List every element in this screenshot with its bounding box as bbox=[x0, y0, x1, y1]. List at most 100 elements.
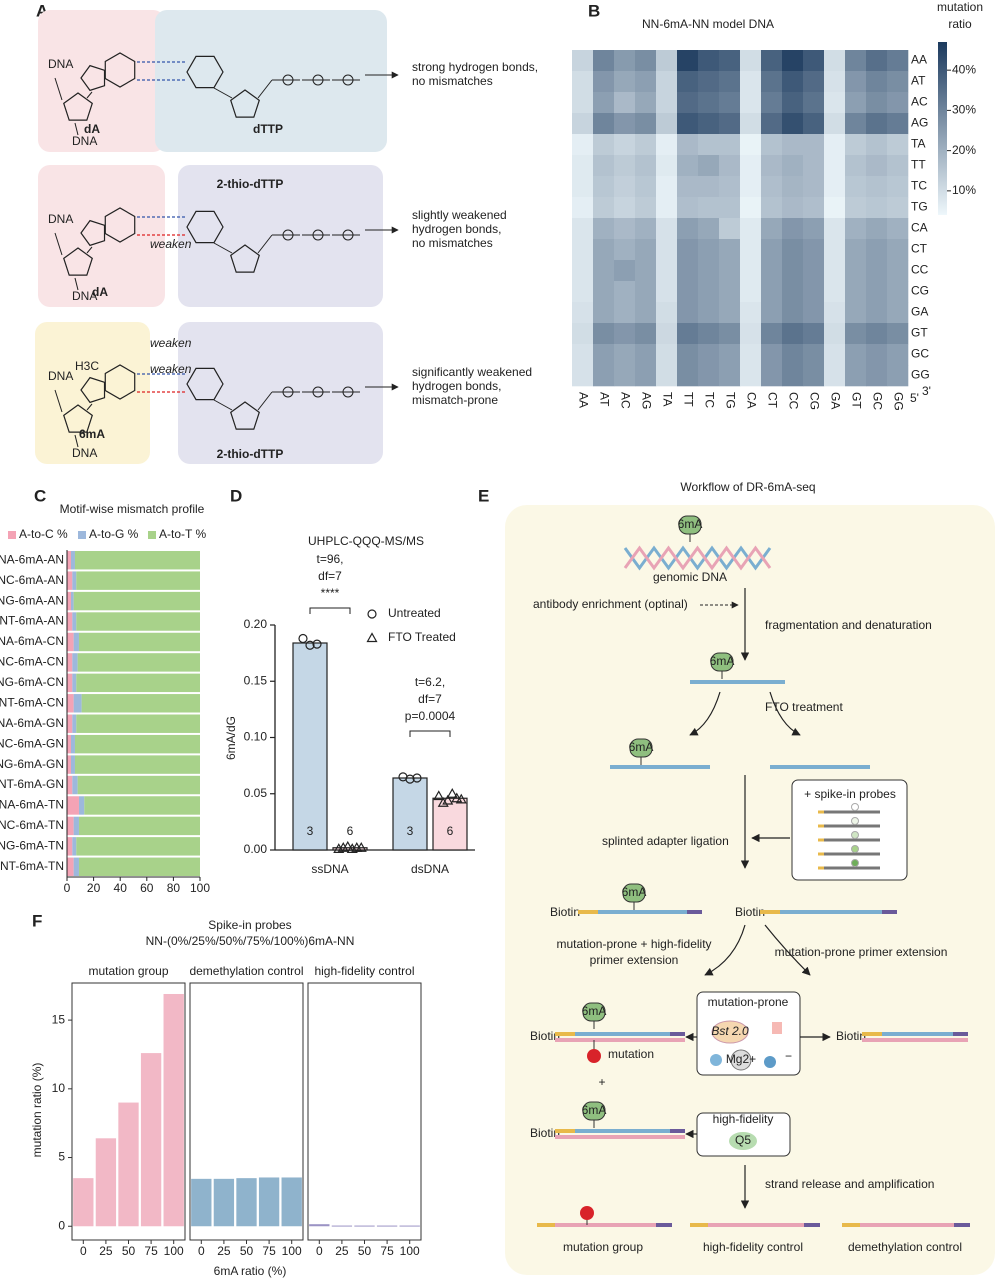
heatmap-cell bbox=[803, 239, 825, 261]
heatmap-cell bbox=[845, 197, 867, 219]
y-tick-label: 0.05 bbox=[244, 786, 268, 800]
dna-label: DNA bbox=[48, 369, 73, 383]
nucleotide bbox=[772, 1022, 782, 1034]
n-label: 3 bbox=[307, 824, 314, 838]
y-tick-label: NT-6mA-GN bbox=[0, 777, 64, 791]
bar-segment bbox=[70, 591, 74, 611]
workflow-text: Biotin bbox=[530, 1029, 560, 1043]
heatmap-cell bbox=[572, 302, 594, 324]
heatmap-cell bbox=[635, 197, 657, 219]
heatmap-cell bbox=[593, 134, 615, 156]
heatmap-cell bbox=[761, 50, 783, 72]
heatmap-cell bbox=[572, 365, 594, 387]
workflow-text: 6mA bbox=[678, 517, 703, 531]
column-label: TC bbox=[702, 392, 716, 408]
heatmap-cell bbox=[593, 176, 615, 198]
legend-label: FTO Treated bbox=[388, 630, 456, 644]
heatmap-cell bbox=[761, 71, 783, 93]
data-point bbox=[367, 609, 377, 619]
heatmap-cell bbox=[698, 113, 720, 135]
workflow-text: Q5 bbox=[735, 1133, 751, 1147]
heatmap-cell bbox=[656, 92, 678, 114]
line bbox=[54, 389, 63, 413]
sugar-ring bbox=[63, 404, 93, 433]
bar-segment bbox=[78, 632, 200, 652]
bar-segment bbox=[67, 694, 74, 713]
y-tick-label: NA-6mA-TN bbox=[0, 798, 64, 812]
heatmap-cell bbox=[824, 92, 846, 114]
workflow-text: mutation-prone bbox=[708, 995, 789, 1009]
heatmap-cell bbox=[635, 176, 657, 198]
heatmap-cell bbox=[824, 50, 846, 72]
mutation-dot bbox=[580, 1206, 594, 1220]
line bbox=[74, 277, 79, 291]
heatmap-cell bbox=[887, 239, 909, 261]
bar bbox=[95, 1138, 117, 1227]
heatmap-cell bbox=[656, 281, 678, 303]
base-box bbox=[38, 165, 165, 307]
bar-segment bbox=[67, 673, 73, 693]
phosphate bbox=[282, 229, 294, 241]
note: strong hydrogen bonds, bbox=[412, 60, 538, 74]
heatmap-cell bbox=[845, 92, 867, 114]
heatmap-cell bbox=[698, 71, 720, 93]
bar-segment bbox=[74, 551, 200, 570]
bar bbox=[331, 1225, 353, 1227]
arrow bbox=[764, 924, 811, 976]
heatmap-cell bbox=[572, 218, 594, 240]
colorbar-title: ratio bbox=[948, 17, 972, 31]
dna-label: DNA bbox=[72, 289, 97, 303]
phosphate bbox=[282, 74, 294, 86]
heatmap-cell bbox=[761, 239, 783, 261]
heatmap-cell bbox=[593, 281, 615, 303]
heatmap-cell bbox=[656, 113, 678, 135]
x-tick-label: 0 bbox=[316, 1244, 323, 1258]
heatmap-cell bbox=[677, 302, 699, 324]
workflow-text: primer extension bbox=[590, 953, 679, 967]
column-label: CA bbox=[744, 392, 758, 409]
heatmap-cell bbox=[761, 302, 783, 324]
base-box bbox=[38, 10, 165, 152]
heatmap-cell bbox=[761, 323, 783, 345]
heatmap-cell bbox=[719, 50, 741, 72]
workflow-text: Biotin bbox=[550, 905, 580, 919]
heatmap-cell bbox=[635, 92, 657, 114]
heatmap-cell bbox=[572, 71, 594, 93]
heatmap-cell bbox=[761, 176, 783, 198]
heatmap-cell bbox=[656, 344, 678, 366]
workflow-text: Bst 2.0 bbox=[711, 1024, 749, 1038]
y-tick-label: 0.00 bbox=[244, 842, 268, 856]
data-point bbox=[342, 840, 354, 851]
heatmap-cell bbox=[593, 239, 615, 261]
heatmap-cell bbox=[635, 71, 657, 93]
heatmap-cell bbox=[761, 197, 783, 219]
heatmap-cell bbox=[677, 197, 699, 219]
row-label: AC bbox=[911, 95, 928, 109]
heatmap-cell bbox=[635, 344, 657, 366]
bar-segment bbox=[67, 775, 73, 795]
heatmap-cell bbox=[740, 260, 762, 282]
heatmap-cell bbox=[866, 71, 888, 93]
heatmap-cell bbox=[572, 134, 594, 156]
column-label: GT bbox=[849, 392, 863, 409]
heatmap-cell bbox=[761, 134, 783, 156]
row-label: AG bbox=[911, 116, 928, 130]
heatmap-cell bbox=[614, 50, 636, 72]
heatmap-cell bbox=[740, 281, 762, 303]
workflow-text: 6mA bbox=[710, 654, 735, 668]
heatmap-cell bbox=[845, 302, 867, 324]
partner-name: 2-thio-dTTP bbox=[217, 447, 284, 461]
x-tick-label: 100 bbox=[190, 881, 210, 895]
heatmap-cell bbox=[803, 50, 825, 72]
row-label: GG bbox=[911, 368, 930, 382]
heatmap-cell bbox=[614, 113, 636, 135]
x-tick-label: 40 bbox=[114, 881, 128, 895]
dna-label: DNA bbox=[48, 212, 73, 226]
y-axis-label: 6mA/dG bbox=[224, 716, 238, 760]
heatmap-cell bbox=[593, 155, 615, 177]
heatmap-cell bbox=[572, 344, 594, 366]
workflow-text: + spike-in probes bbox=[804, 787, 896, 801]
bar bbox=[392, 777, 428, 851]
bar-segment bbox=[76, 714, 200, 733]
note: slightly weakened bbox=[412, 208, 507, 222]
